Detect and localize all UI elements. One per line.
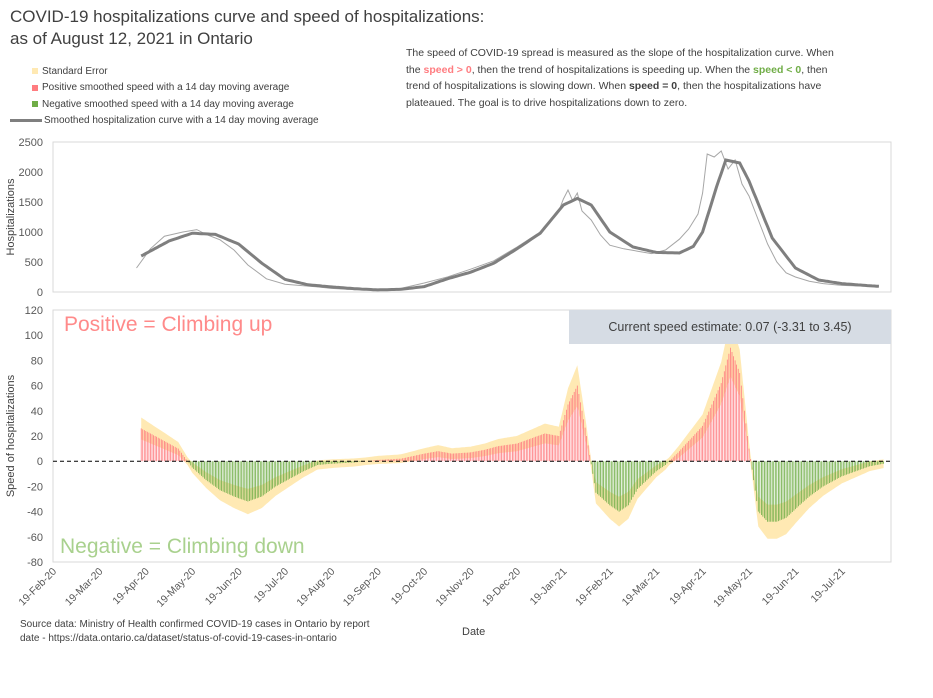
x-tick-label: 19-Feb-21	[573, 566, 616, 609]
x-tick-label: 19-Apr-21	[667, 566, 709, 608]
chart-title-line1: COVID-19 hospitalizations curve and spee…	[10, 7, 485, 26]
positive-annotation: Positive = Climbing up	[64, 313, 273, 336]
source-note: Source data: Ministry of Health confirme…	[20, 618, 420, 646]
source-line2: date - https://data.ontario.ca/dataset/s…	[20, 633, 337, 644]
x-tick-label: 19-Feb-20	[16, 566, 59, 609]
bottom-y-tick-label: 120	[25, 305, 43, 317]
explain-text-1: The speed of COVID-19 spread is measured…	[406, 47, 834, 76]
bottom-y-ticks: 120 100 80 60 40 20 0 -20 -40 -60 -80	[25, 305, 43, 569]
legend-swatch-standard-error	[32, 68, 38, 75]
x-tick-label: 19-Jul-20	[252, 566, 292, 606]
chart-title-line2: as of August 12, 2021 in Ontario	[10, 29, 253, 48]
x-tick-label: 19-Aug-20	[294, 566, 337, 609]
negative-annotation: Negative = Climbing down	[60, 535, 305, 558]
legend-item-hospitalization-curve: Smoothed hospitalization curve with a 14…	[10, 113, 319, 130]
explain-speed-negative: speed < 0	[753, 63, 802, 76]
x-tick-label: 19-Jun-21	[760, 566, 802, 608]
current-speed-box: Current speed estimate: 0.07 (-3.31 to 3…	[569, 310, 891, 344]
top-y-axis-title: Hospitalizations	[5, 178, 17, 256]
x-tick-label: 19-May-21	[711, 566, 755, 610]
top-y-tick-label: 1500	[19, 197, 43, 209]
top-y-ticks: 2500 2000 1500 1000 500 0	[19, 137, 43, 299]
legend-label: Smoothed hospitalization curve with a 14…	[44, 115, 319, 127]
x-tick-label: 19-Nov-20	[434, 566, 477, 609]
bottom-plot-area	[52, 309, 892, 563]
x-tick-label: 19-May-20	[154, 566, 198, 610]
bottom-y-axis-title: Speed of hospitalizations	[5, 374, 17, 497]
daily-hospitalization-line	[136, 150, 879, 291]
legend-item-positive-speed: Positive smoothed speed with a 14 day mo…	[10, 80, 319, 97]
source-line1: Source data: Ministry of Health confirme…	[20, 619, 370, 630]
top-y-tick-label: 2500	[19, 137, 43, 149]
legend-swatch-curve	[10, 119, 42, 123]
x-tick-label: 19-Mar-21	[620, 566, 663, 609]
bottom-y-tick-label: -40	[27, 507, 43, 519]
top-y-tick-label: 2000	[19, 167, 43, 179]
x-tick-label: 19-Sep-20	[341, 566, 384, 609]
bottom-y-tick-label: -80	[27, 557, 43, 569]
top-y-tick-label: 500	[25, 257, 43, 269]
legend-item-negative-speed: Negative smoothed speed with a 14 day mo…	[10, 96, 319, 113]
x-tick-label: 19-Jun-20	[203, 566, 245, 608]
legend-label: Negative smoothed speed with a 14 day mo…	[42, 98, 294, 110]
legend-label: Standard Error	[42, 65, 108, 77]
top-y-tick-label: 1000	[19, 227, 43, 239]
bottom-y-tick-label: 100	[25, 330, 43, 342]
bottom-y-tick-label: 80	[31, 355, 43, 367]
chart-title: COVID-19 hospitalizations curve and spee…	[10, 6, 484, 50]
explain-text-4: , then the hospitalizations have plateau…	[406, 80, 822, 109]
bottom-y-tick-label: -20	[27, 481, 43, 493]
bottom-y-tick-label: 0	[37, 456, 43, 468]
x-axis-labels: 19-Feb-20 19-Mar-20 19-Apr-20 19-May-20 19-J…	[16, 566, 848, 610]
legend-swatch-positive	[32, 84, 38, 91]
bottom-y-tick-label: 60	[31, 381, 43, 393]
speed-bars	[140, 347, 884, 522]
x-tick-label: 19-Oct-20	[389, 566, 431, 608]
smoothed-hospitalization-curve	[140, 158, 879, 292]
bottom-y-tick-label: -60	[27, 532, 43, 544]
explain-text-2: , then the trend of hospitalizations is …	[471, 63, 751, 76]
top-y-tick-label: 0	[37, 287, 43, 299]
x-tick-label: 19-Dec-20	[480, 566, 523, 609]
bottom-y-tick-label: 40	[31, 406, 43, 418]
top-plot-area	[52, 141, 892, 293]
x-tick-label: 19-Jul-21	[808, 566, 848, 606]
x-tick-label: 19-Mar-20	[63, 566, 106, 609]
x-tick-label: 19-Jan-21	[528, 566, 570, 608]
legend: Standard Error Positive smoothed speed w…	[10, 63, 319, 129]
explain-speed-positive: speed > 0	[423, 63, 472, 76]
hospitalization-lines	[136, 150, 879, 292]
legend-swatch-negative	[32, 101, 38, 108]
bottom-y-tick-label: 20	[31, 431, 43, 443]
legend-label: Positive smoothed speed with a 14 day mo…	[42, 82, 290, 94]
x-axis-title: Date	[462, 626, 486, 638]
x-tick-label: 19-Apr-20	[110, 566, 152, 608]
explain-text-3: , then trend of hospitalizations is slow…	[406, 63, 828, 93]
explain-speed-zero: speed = 0	[628, 80, 678, 92]
legend-item-standard-error: Standard Error	[10, 63, 319, 80]
speed-explanation: The speed of COVID-19 spread is measured…	[406, 45, 851, 111]
